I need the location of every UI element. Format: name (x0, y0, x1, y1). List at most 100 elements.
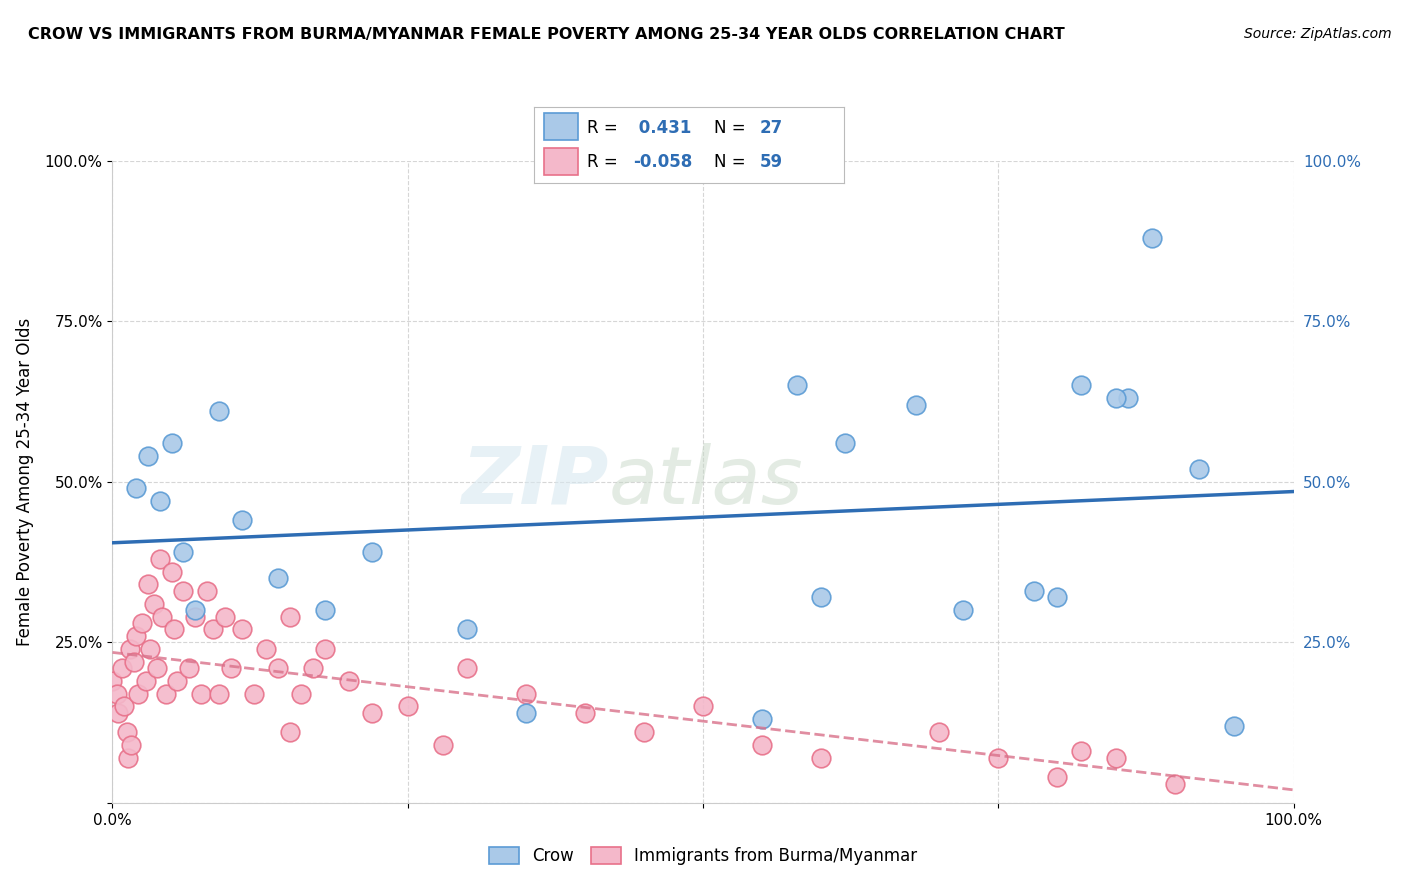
Point (122, 655, 145, 669)
Point (155, 687, 177, 701)
Point (751, 712, 773, 726)
Point (136, 577, 159, 591)
Point (302, 661, 325, 675)
Text: N =: N = (714, 153, 751, 171)
Point (574, 706, 596, 720)
Point (515, 706, 537, 720)
Point (267, 661, 290, 675)
Point (1070, 378, 1092, 392)
Point (115, 725, 138, 739)
Point (1116, 391, 1139, 405)
Point (952, 603, 974, 617)
Point (219, 661, 242, 675)
Point (125, 481, 148, 495)
FancyBboxPatch shape (544, 148, 578, 175)
Point (120, 738, 142, 752)
Point (231, 623, 253, 637)
Point (135, 673, 157, 688)
Text: 27: 27 (761, 119, 783, 136)
Point (214, 609, 236, 624)
Text: R =: R = (586, 119, 623, 136)
Point (1105, 751, 1128, 765)
Text: Source: ZipAtlas.com: Source: ZipAtlas.com (1244, 27, 1392, 41)
Point (810, 751, 832, 765)
Point (231, 513, 253, 527)
Point (190, 687, 212, 701)
Text: -0.058: -0.058 (633, 153, 693, 171)
Point (290, 687, 312, 701)
Point (396, 699, 419, 714)
Point (149, 551, 172, 566)
Text: 59: 59 (761, 153, 783, 171)
Text: 0.431: 0.431 (633, 119, 692, 136)
Point (834, 436, 856, 450)
Point (195, 583, 218, 598)
Point (184, 609, 207, 624)
Point (139, 641, 162, 656)
Point (172, 583, 194, 598)
Point (1022, 583, 1045, 598)
Point (267, 571, 290, 585)
Point (1164, 776, 1187, 790)
Point (1188, 462, 1211, 476)
Point (692, 699, 714, 714)
Point (904, 398, 927, 412)
Text: R =: R = (586, 153, 623, 171)
Point (142, 597, 165, 611)
Point (456, 661, 478, 675)
Point (184, 603, 207, 617)
Point (160, 565, 183, 579)
Point (131, 615, 153, 630)
Point (243, 687, 266, 701)
Point (127, 687, 149, 701)
Text: atlas: atlas (609, 442, 803, 521)
Point (149, 494, 172, 508)
Point (166, 673, 188, 688)
Point (314, 641, 336, 656)
Y-axis label: Female Poverty Among 25-34 Year Olds: Female Poverty Among 25-34 Year Olds (15, 318, 34, 646)
Point (101, 673, 124, 688)
Point (208, 687, 231, 701)
Point (105, 687, 128, 701)
Point (111, 661, 134, 675)
Text: CROW VS IMMIGRANTS FROM BURMA/MYANMAR FEMALE POVERTY AMONG 25-34 YEAR OLDS CORRE: CROW VS IMMIGRANTS FROM BURMA/MYANMAR FE… (28, 27, 1064, 42)
Point (163, 623, 186, 637)
Point (150, 609, 173, 624)
Point (810, 591, 832, 605)
Point (136, 449, 159, 463)
Point (361, 706, 384, 720)
Point (1046, 770, 1069, 784)
Point (987, 751, 1010, 765)
Point (1105, 391, 1128, 405)
Point (456, 623, 478, 637)
Text: N =: N = (714, 119, 751, 136)
Legend: Crow, Immigrants from Burma/Myanmar: Crow, Immigrants from Burma/Myanmar (482, 840, 924, 871)
Point (1223, 719, 1246, 733)
FancyBboxPatch shape (544, 113, 578, 140)
Point (172, 545, 194, 559)
Point (361, 545, 384, 559)
Point (1070, 744, 1092, 758)
Point (254, 641, 277, 656)
Point (337, 673, 360, 688)
Point (120, 641, 142, 656)
Text: ZIP: ZIP (461, 442, 609, 521)
Point (278, 609, 301, 624)
Point (786, 378, 808, 392)
Point (633, 725, 655, 739)
Point (432, 738, 454, 752)
Point (160, 436, 183, 450)
Point (117, 751, 139, 765)
Point (314, 603, 336, 617)
Point (928, 725, 950, 739)
Point (179, 661, 201, 675)
Point (751, 738, 773, 752)
Point (515, 687, 537, 701)
Point (146, 661, 169, 675)
Point (278, 725, 301, 739)
Point (201, 623, 224, 637)
Point (107, 706, 129, 720)
Point (112, 699, 135, 714)
Point (1140, 230, 1163, 244)
Point (208, 404, 231, 418)
